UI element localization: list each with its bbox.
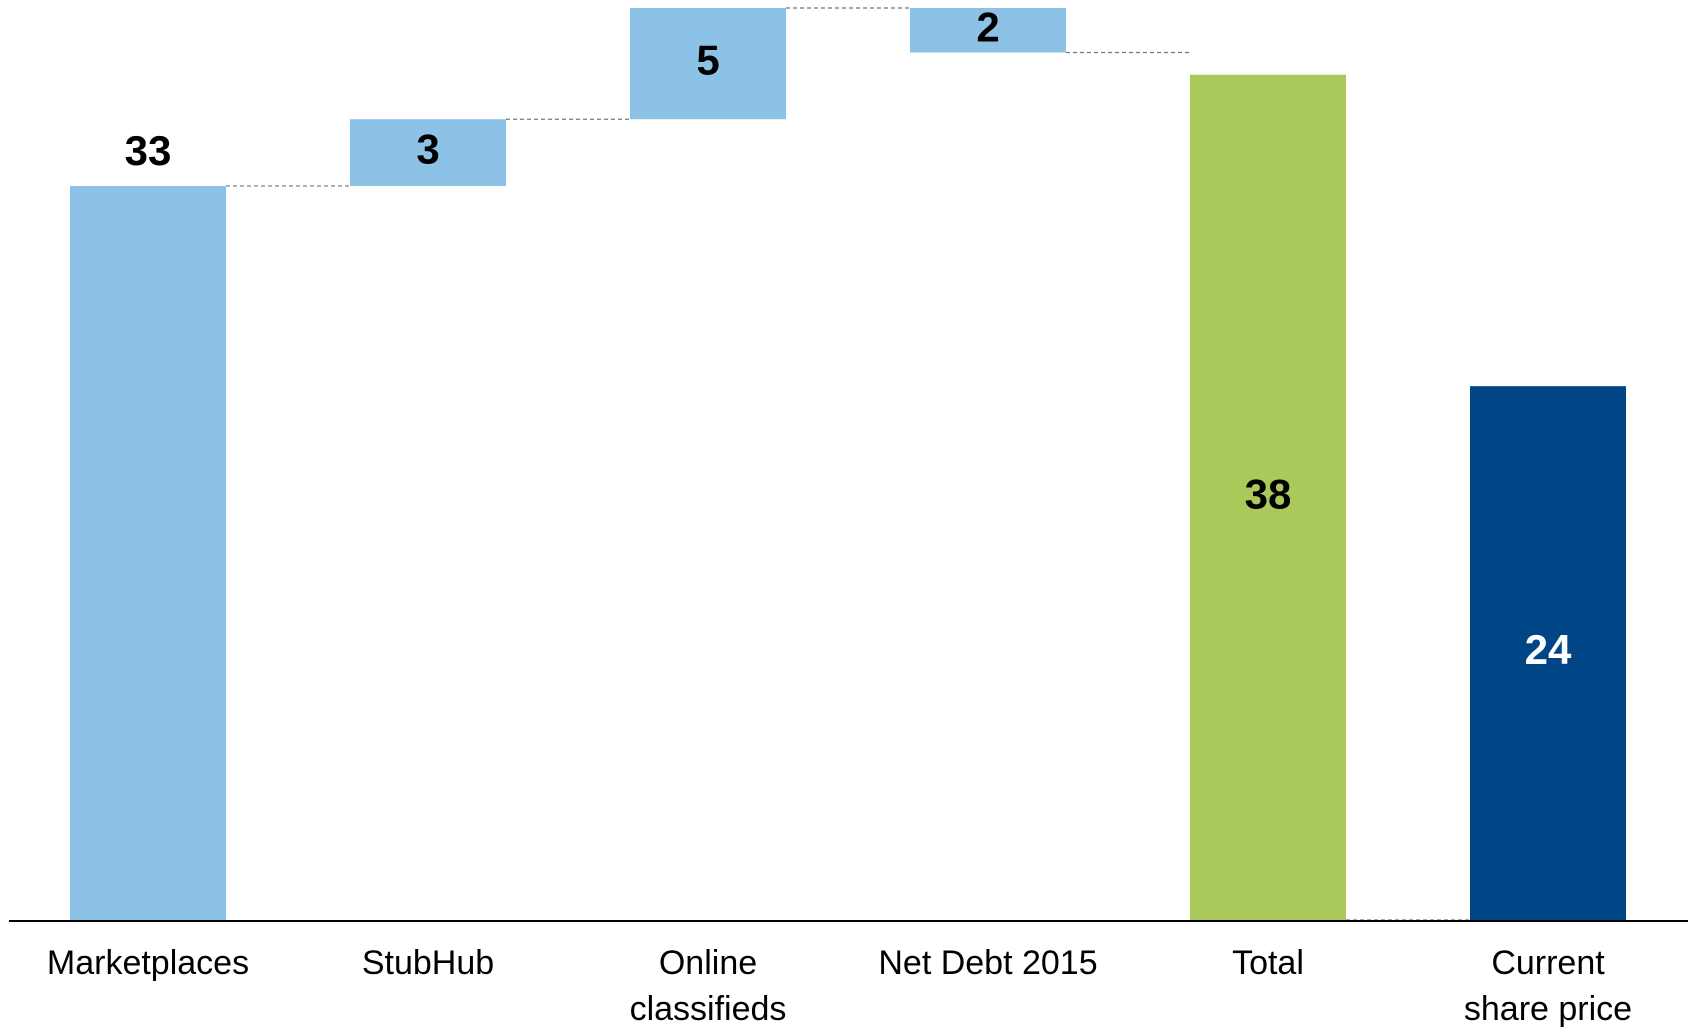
bar bbox=[1190, 74, 1346, 921]
value-label: 38 bbox=[1245, 470, 1292, 517]
x-tick-label: Marketplaces bbox=[46, 944, 250, 982]
x-tick-label: Net Debt 2015 bbox=[878, 944, 1098, 982]
bar bbox=[350, 119, 506, 186]
x-tick-label: Total bbox=[1232, 944, 1304, 982]
bar bbox=[910, 8, 1066, 53]
value-label: 3 bbox=[416, 126, 439, 173]
value-label: 33 bbox=[125, 127, 172, 174]
value-label: 2 bbox=[976, 3, 999, 50]
x-tick-label: Current share price bbox=[1463, 944, 1633, 1028]
value-label: 24 bbox=[1525, 626, 1572, 673]
bar bbox=[630, 8, 786, 120]
value-label: 5 bbox=[696, 37, 719, 84]
x-tick-label: Online classifieds bbox=[629, 944, 787, 1028]
x-tick-label: StubHub bbox=[361, 944, 495, 982]
bar bbox=[70, 185, 226, 920]
bar bbox=[1470, 386, 1626, 920]
